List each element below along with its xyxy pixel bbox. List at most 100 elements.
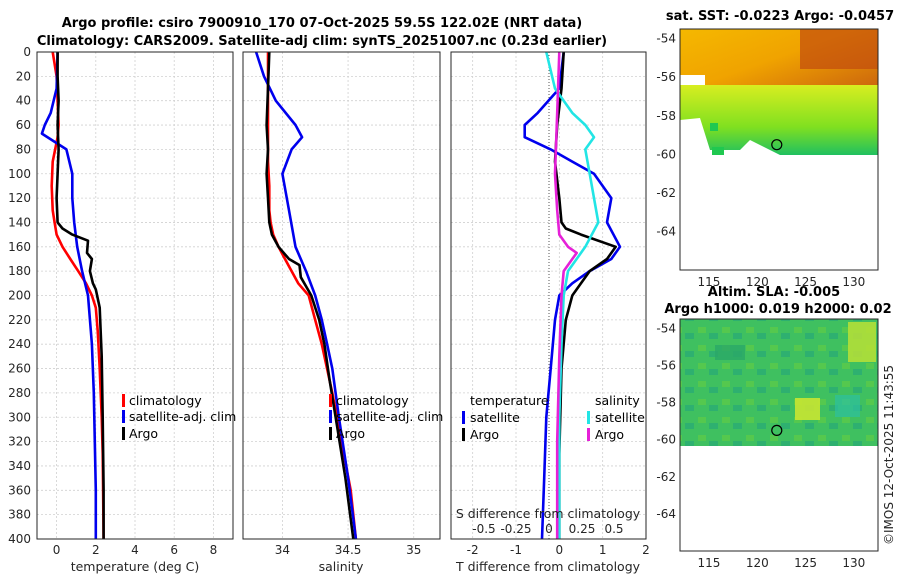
difference-legend: temperature satellite Argo salinity sate…	[462, 393, 645, 442]
sla-low-patch-2	[715, 345, 745, 360]
difference-series-lines	[523, 51, 622, 540]
difference-x-label: T difference from climatology	[455, 559, 641, 574]
x-tick-label: 34	[275, 543, 290, 557]
series-line-argo	[55, 52, 105, 539]
depth-tick-label: 340	[8, 459, 31, 473]
sst-green-dot-2	[712, 147, 724, 155]
sla-map-subtitle: Argo h1000: 0.019 h2000: 0.02	[664, 302, 891, 317]
salinity-series-lines	[254, 51, 358, 540]
depth-tick-label: 200	[8, 289, 31, 303]
sst-green-dot-1	[710, 123, 718, 131]
sst-map-panel: sat. SST: -0.0223 Argo: -0.0457 115 120 12…	[656, 9, 894, 289]
chart-title-line2: Climatology: CARS2009. Satellite-adj cli…	[37, 34, 607, 49]
depth-tick-label: 400	[8, 532, 31, 546]
x-tick-label: 34.5	[335, 543, 362, 557]
series-line-s-satellite	[545, 51, 600, 539]
legend-swatch-s-satellite	[587, 411, 590, 424]
depth-tick-label: 280	[8, 386, 31, 400]
salinity-difference-top-label: S difference from climatology	[456, 506, 641, 521]
map-x-tick-label: 125	[794, 556, 817, 570]
salinity-x-label: salinity	[319, 559, 364, 574]
x-tick-label: 4	[131, 543, 139, 557]
x-tick-label: 1	[599, 543, 607, 557]
legend-label-climatology: climatology	[336, 393, 409, 408]
temperature-axes-frame	[36, 51, 234, 540]
map-y-tick-label: -58	[656, 396, 676, 410]
map-y-tick-label: -64	[656, 224, 676, 238]
legend-swatch-s-argo	[587, 428, 590, 441]
salinity-gridlines	[243, 51, 440, 540]
depth-tick-label: 40	[16, 94, 31, 108]
chart-title-line1: Argo profile: csiro 7900910_170 07-Oct-2…	[62, 16, 583, 31]
sla-profile-location-marker	[771, 424, 783, 436]
top-x-tick-label: -0.25	[500, 522, 531, 536]
depth-tick-label: 140	[8, 215, 31, 229]
depth-tick-label: 220	[8, 313, 31, 327]
sla-map-heatmap	[680, 319, 878, 446]
top-x-tick-label: 0.25	[569, 522, 596, 536]
legend-swatch-satellite	[122, 410, 125, 423]
series-line-argo	[265, 51, 355, 540]
temperature-x-ticks: 0 2 4 6 8	[53, 543, 217, 557]
sla-high-patch-1	[795, 398, 820, 420]
legend-swatch-t-argo	[462, 428, 465, 441]
top-x-tick-label: -0.5	[472, 522, 495, 536]
legend-title-temperature: temperature	[470, 393, 549, 408]
depth-tick-label: 260	[8, 362, 31, 376]
temperature-legend: climatology satellite-adj. clim Argo	[122, 393, 236, 441]
map-y-tick-label: -60	[656, 433, 676, 447]
top-x-tick-label: 0	[545, 522, 553, 536]
difference-x-ticks: -2 -1 0 1 2	[467, 543, 650, 557]
map-y-tick-label: -64	[656, 507, 676, 521]
depth-tick-label: 120	[8, 191, 31, 205]
x-tick-label: 0	[53, 543, 61, 557]
map-y-tick-label: -62	[656, 470, 676, 484]
sst-map-title: sat. SST: -0.0223 Argo: -0.0457	[666, 9, 894, 24]
legend-label-climatology: climatology	[129, 393, 202, 408]
depth-tick-label: 0	[23, 45, 31, 59]
legend-label-t-argo: Argo	[470, 427, 499, 442]
temperature-panel: 0 2 4 6 8 0 20 40 60 80 100 120 140 160 180 200 220 240 2…	[8, 45, 236, 574]
series-line-satellite-adj-clim	[254, 51, 358, 540]
legend-label-argo: Argo	[336, 426, 365, 441]
salinity-difference-top-ticks: -0.5 -0.25 0 0.25 0.5	[472, 522, 623, 536]
depth-tick-label: 300	[8, 410, 31, 424]
difference-panel: -2 -1 0 1 2 T difference from climatology S …	[450, 51, 650, 574]
sla-high-patch-2	[848, 322, 876, 362]
x-tick-label: 6	[170, 543, 178, 557]
salinity-panel: 34 34.5 35 salinity climatology satellite-…	[242, 51, 443, 574]
legend-label-s-satellite: satellite	[595, 410, 645, 425]
temperature-gridlines	[37, 51, 233, 540]
map-y-tick-label: -62	[656, 186, 676, 200]
map-y-tick-label: -60	[656, 147, 676, 161]
sst-map-x-ticks: 115 120 125 130	[698, 275, 866, 289]
map-x-tick-label: 120	[746, 275, 769, 289]
map-x-tick-label: 120	[746, 556, 769, 570]
map-x-tick-label: 115	[698, 275, 721, 289]
depth-tick-label: 180	[8, 264, 31, 278]
map-y-tick-label: -58	[656, 109, 676, 123]
sla-map-y-ticks: -54 -56 -58 -60 -62 -64	[656, 321, 676, 521]
difference-axes-frame	[450, 51, 647, 540]
sst-map-frame	[679, 28, 879, 271]
legend-title-salinity: salinity	[595, 393, 640, 408]
legend-swatch-climatology	[122, 394, 125, 407]
sst-no-data-region	[680, 118, 878, 270]
sla-field	[680, 319, 878, 446]
x-tick-label: 2	[92, 543, 100, 557]
salinity-axes-frame	[242, 51, 441, 540]
map-y-tick-label: -54	[656, 32, 676, 46]
x-tick-label: 8	[210, 543, 218, 557]
depth-y-ticks: 0 20 40 60 80 100 120 140 160 180 200 220 240 260 280 3…	[8, 45, 31, 546]
x-tick-label: 35	[406, 543, 421, 557]
map-x-tick-label: 125	[794, 275, 817, 289]
sst-profile-location-marker	[771, 139, 783, 151]
sla-map-title: Altim. SLA: -0.005	[708, 285, 840, 300]
sst-white-gap	[680, 75, 705, 85]
sst-orange-patch	[800, 29, 878, 69]
salinity-legend: climatology satellite-adj. clim Argo	[329, 393, 443, 441]
x-tick-label: -2	[467, 543, 479, 557]
sla-map-frame	[679, 318, 879, 552]
sla-low-patch	[835, 395, 860, 417]
